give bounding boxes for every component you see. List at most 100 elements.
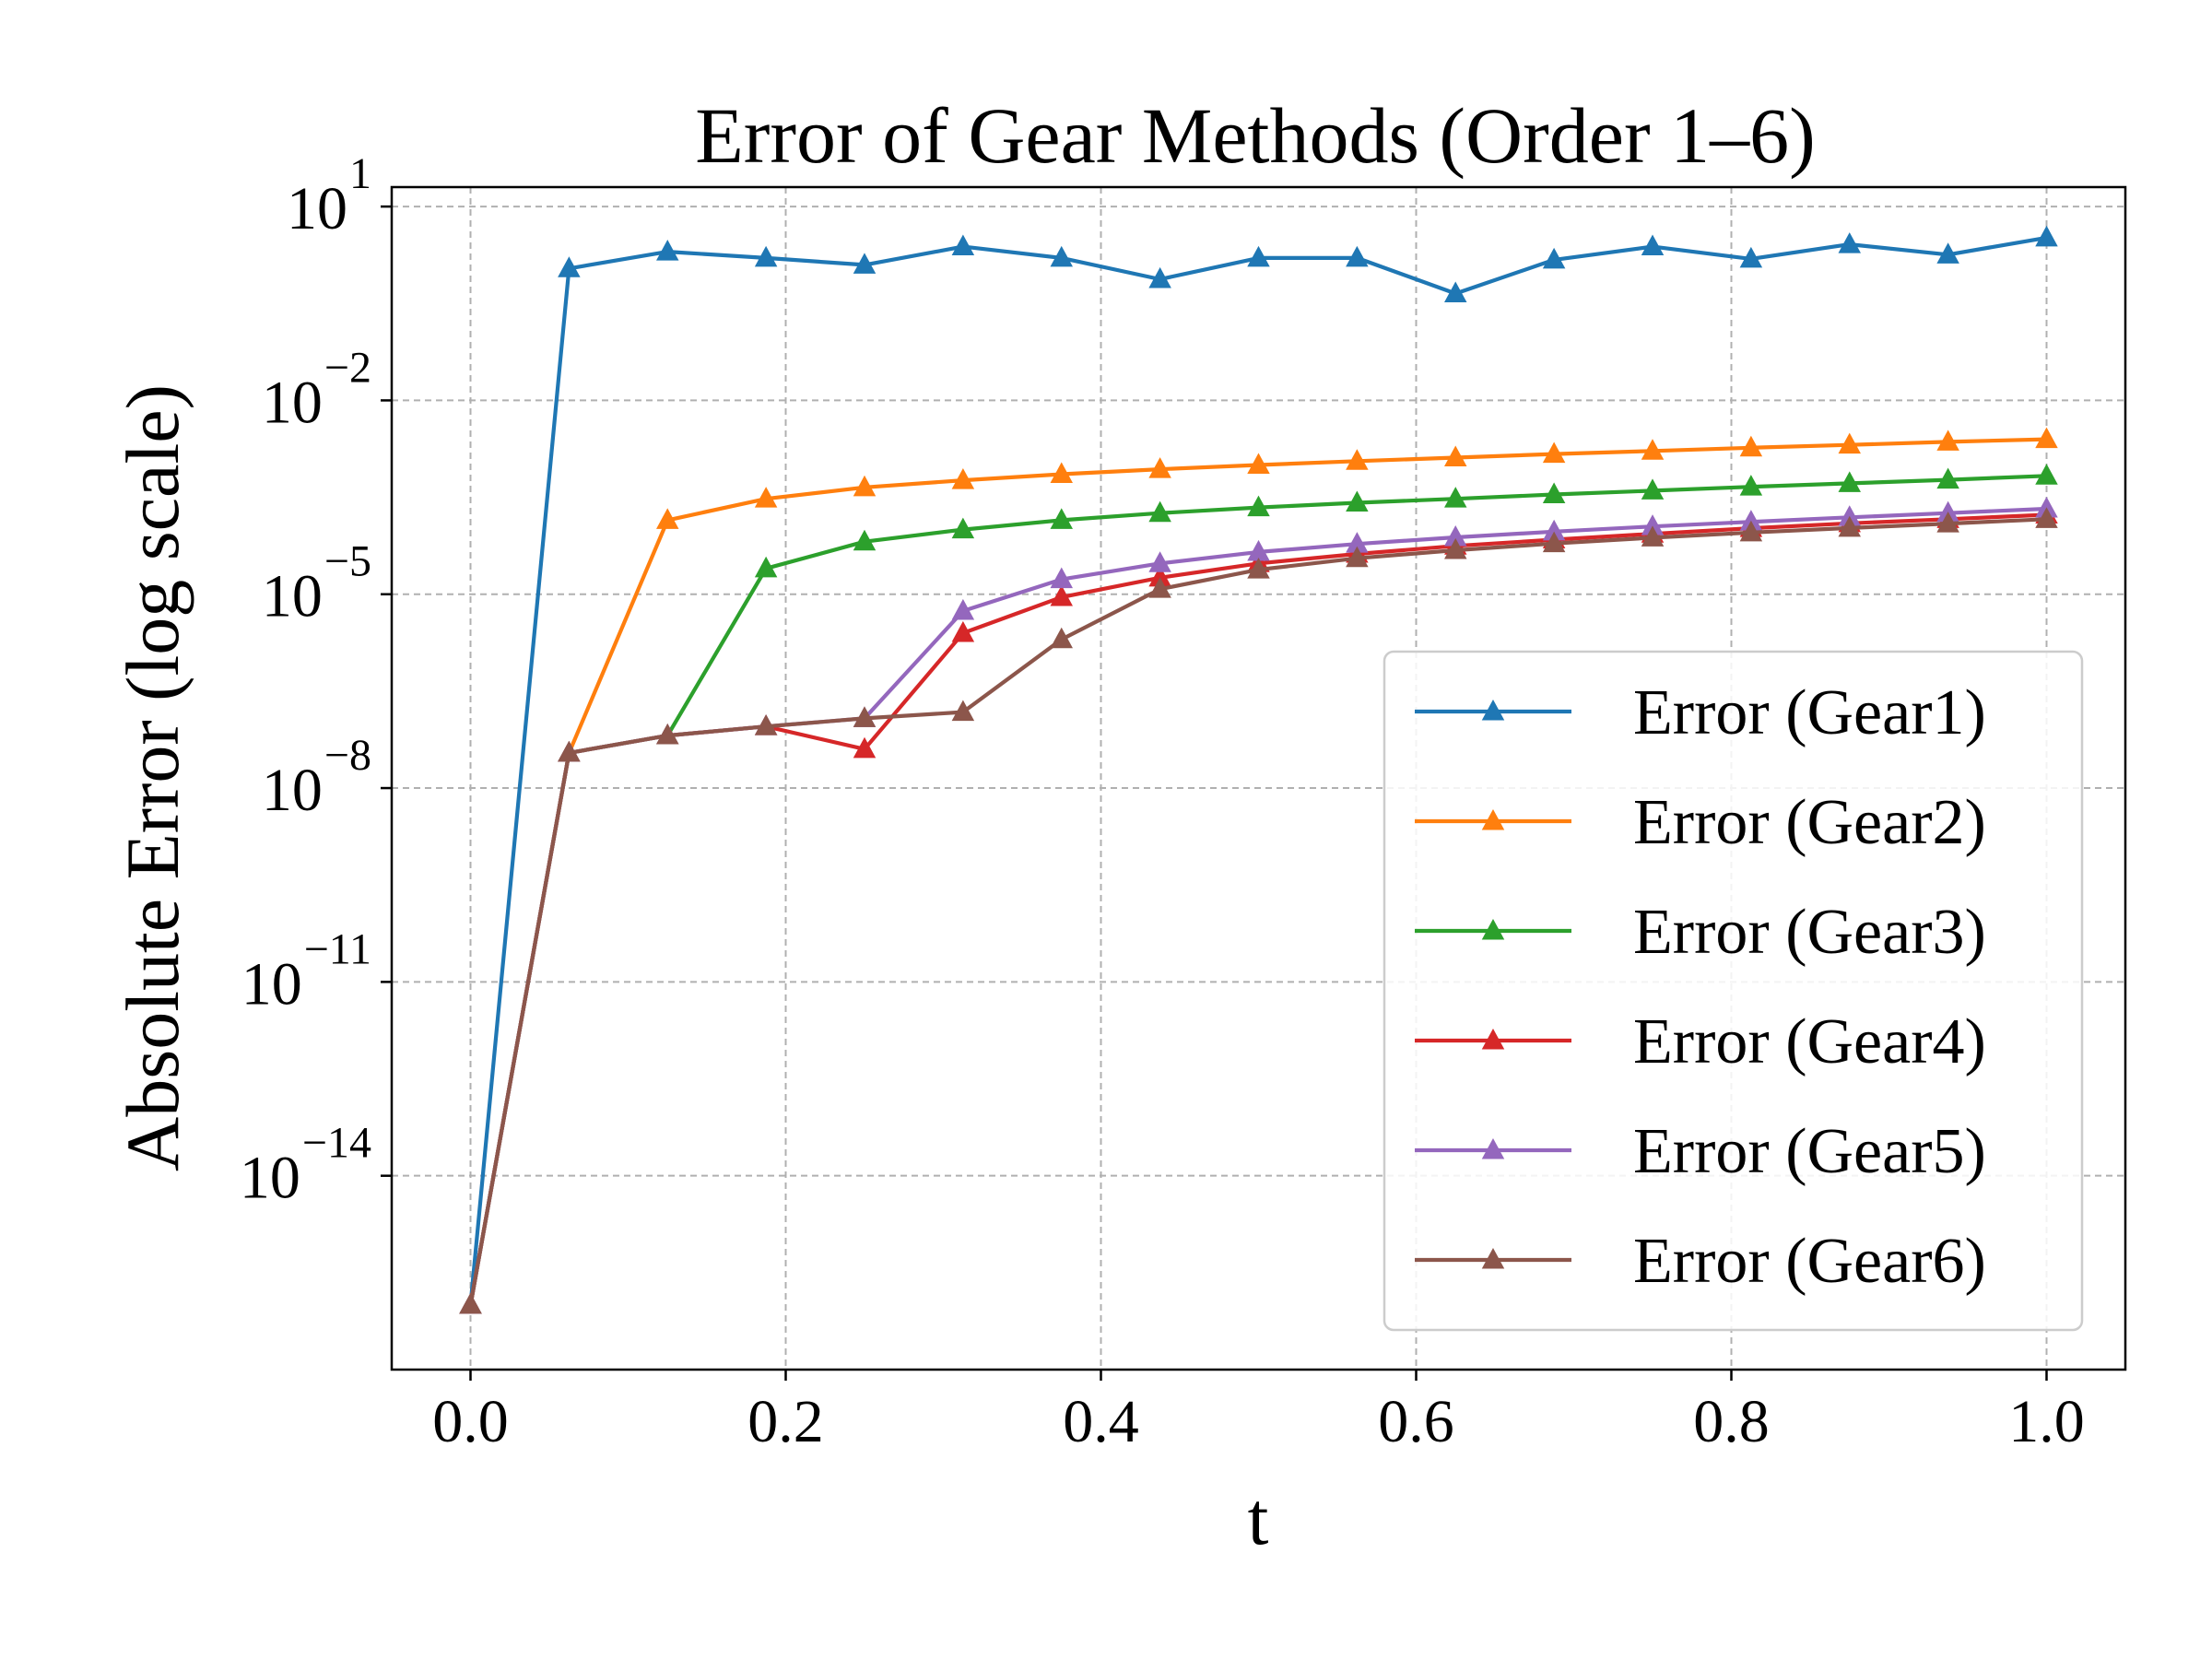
legend-marker bbox=[1481, 918, 1505, 940]
chart-title: Error of Gear Methods (Order 1–6) bbox=[695, 91, 1816, 180]
data-point bbox=[1148, 551, 1171, 572]
data-point bbox=[754, 245, 778, 267]
y-tick-exponent: −5 bbox=[324, 537, 371, 586]
data-point bbox=[853, 475, 877, 497]
data-point bbox=[754, 556, 778, 578]
data-point bbox=[1050, 245, 1073, 267]
data-point bbox=[951, 620, 975, 642]
legend-label: Error (Gear4) bbox=[1633, 1006, 1986, 1077]
data-point bbox=[754, 487, 778, 508]
legend-label: Error (Gear1) bbox=[1633, 677, 1986, 748]
y-tick-base: 10 bbox=[240, 1145, 300, 1212]
data-point bbox=[754, 714, 778, 735]
data-point bbox=[1050, 627, 1073, 649]
data-point bbox=[1346, 490, 1369, 512]
data-point bbox=[1050, 567, 1073, 589]
x-tick-label: 0.8 bbox=[1693, 1388, 1770, 1455]
data-point bbox=[1641, 525, 1665, 547]
y-axis-label: Absolute Error (log scale) bbox=[111, 384, 194, 1171]
legend-label: Error (Gear3) bbox=[1633, 897, 1986, 968]
y-tick-exponent: 1 bbox=[349, 149, 371, 198]
data-point bbox=[1936, 467, 1959, 489]
data-point bbox=[1148, 577, 1171, 598]
data-point bbox=[951, 517, 975, 539]
data-point bbox=[1838, 432, 1861, 454]
legend-item: Error (Gear3) bbox=[1415, 897, 1986, 968]
legend-item: Error (Gear6) bbox=[1415, 1226, 1986, 1297]
legend-label: Error (Gear5) bbox=[1633, 1116, 1986, 1187]
data-point bbox=[951, 468, 975, 489]
data-point bbox=[1739, 475, 1763, 496]
x-tick-label: 0.4 bbox=[1063, 1388, 1139, 1455]
data-point bbox=[1542, 441, 1566, 464]
y-tick-base: 10 bbox=[262, 563, 323, 630]
series-layer bbox=[459, 225, 2058, 1314]
data-point bbox=[1739, 435, 1763, 457]
data-point bbox=[1838, 471, 1861, 492]
data-point bbox=[1050, 462, 1073, 484]
y-tick-exponent: −11 bbox=[304, 924, 371, 973]
data-point bbox=[1148, 457, 1171, 478]
x-tick-label: 0.0 bbox=[432, 1388, 509, 1455]
y-tick-label: −810 bbox=[262, 731, 371, 824]
data-point bbox=[1936, 242, 1959, 264]
data-point bbox=[558, 256, 581, 277]
data-point bbox=[1444, 537, 1467, 559]
data-point bbox=[1050, 508, 1073, 529]
data-point bbox=[1739, 520, 1763, 542]
x-axis: 0.0 0.2 0.4 0.6 0.8 1.0 bbox=[432, 1370, 2085, 1455]
legend-item: Error (Gear1) bbox=[1415, 677, 1986, 748]
data-point bbox=[1542, 247, 1566, 269]
series-gear6 bbox=[459, 507, 2058, 1314]
data-point bbox=[1247, 558, 1270, 579]
data-point bbox=[1936, 429, 1959, 451]
data-point bbox=[656, 508, 679, 529]
legend-label: Error (Gear2) bbox=[1633, 787, 1986, 858]
data-point bbox=[853, 706, 877, 727]
data-point bbox=[1346, 245, 1369, 267]
data-point bbox=[656, 724, 679, 745]
y-tick-base: 10 bbox=[241, 950, 302, 1018]
legend-marker bbox=[1481, 1247, 1505, 1269]
data-point bbox=[1247, 495, 1270, 517]
legend-marker bbox=[1481, 808, 1505, 830]
y-tick-base: 10 bbox=[262, 757, 323, 824]
data-point bbox=[1444, 281, 1467, 303]
y-tick-base: 10 bbox=[287, 175, 347, 242]
data-point bbox=[1444, 445, 1467, 467]
data-point bbox=[1444, 487, 1467, 508]
data-point bbox=[558, 740, 581, 762]
data-point bbox=[951, 234, 975, 256]
data-point bbox=[1641, 234, 1665, 256]
data-point bbox=[2035, 507, 2058, 528]
data-point bbox=[853, 736, 877, 759]
data-point bbox=[2035, 225, 2058, 247]
data-point bbox=[1838, 232, 1861, 253]
x-tick-label: 0.6 bbox=[1378, 1388, 1454, 1455]
y-tick-label: −210 bbox=[262, 343, 371, 436]
legend: Error (Gear1) Error (Gear2) Error (Gear3) E… bbox=[1382, 650, 2084, 1332]
x-axis-label: t bbox=[1248, 1477, 1269, 1560]
data-point bbox=[1641, 478, 1665, 500]
plot-frame bbox=[390, 185, 2127, 1371]
data-point bbox=[1148, 500, 1171, 523]
data-point bbox=[1346, 546, 1369, 568]
data-point bbox=[1050, 584, 1073, 606]
legend-marker bbox=[1481, 699, 1505, 721]
data-point bbox=[1641, 439, 1665, 460]
data-point bbox=[853, 253, 877, 274]
y-tick-label: 110 bbox=[287, 149, 371, 242]
x-tick-label: 0.2 bbox=[747, 1388, 824, 1455]
data-point bbox=[1346, 449, 1369, 470]
y-tick-base: 10 bbox=[262, 369, 323, 436]
legend-item: Error (Gear4) bbox=[1415, 1006, 1986, 1077]
data-point bbox=[951, 598, 975, 620]
legend-label: Error (Gear6) bbox=[1633, 1226, 1986, 1297]
data-point bbox=[1247, 453, 1270, 475]
data-point bbox=[1838, 515, 1861, 537]
data-point bbox=[2035, 464, 2058, 485]
